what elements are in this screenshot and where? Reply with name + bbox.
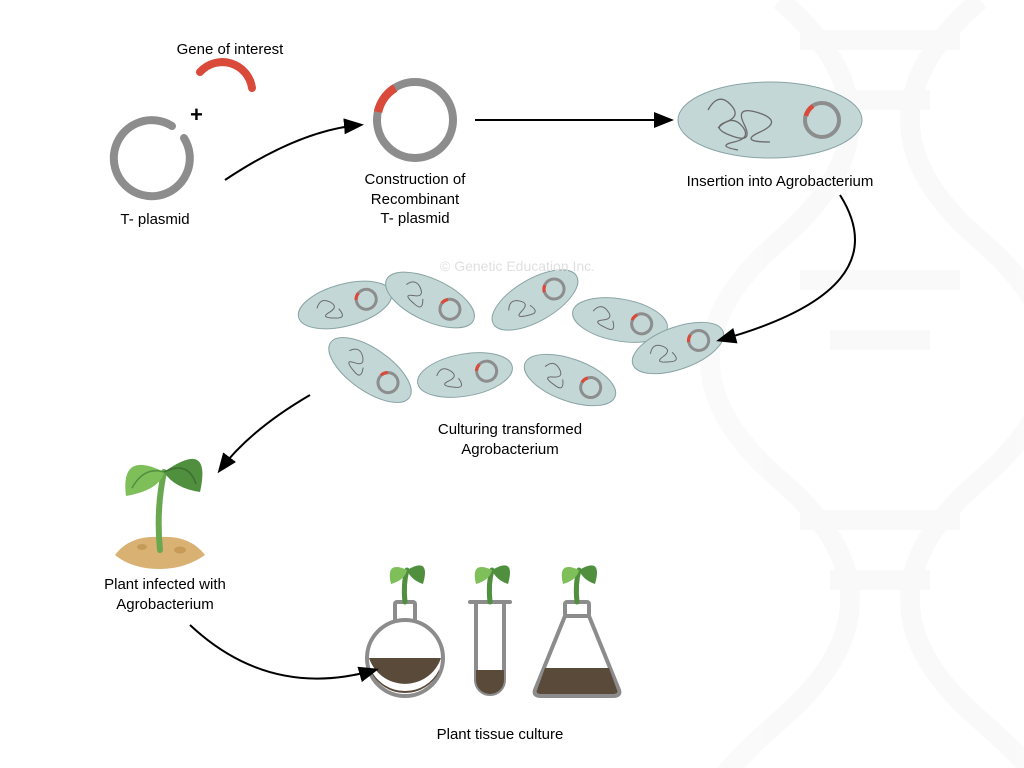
t-plasmid-label: T- plasmid: [110, 210, 200, 230]
gene-of-interest-label: Gene of interest: [160, 40, 300, 60]
diagram-canvas: +: [0, 0, 1024, 768]
agro-insertion-label: Insertion into Agrobacterium: [670, 172, 890, 192]
arrows-group: [190, 120, 855, 679]
agrobacterium-insertion-shape: [678, 82, 862, 158]
plant-infected-label: Plant infected with Agrobacterium: [85, 575, 245, 614]
recombinant-plasmid-shape: [377, 82, 453, 158]
t-plasmid-shape: [114, 120, 190, 196]
plus-symbol: +: [190, 102, 203, 127]
culturing-cluster-shape: [293, 258, 730, 416]
arrow-1: [225, 125, 360, 180]
gene-of-interest-shape: [200, 62, 252, 88]
arrow-5: [190, 625, 375, 679]
arrow-3: [720, 195, 855, 340]
tissue-culture-shape: [367, 565, 619, 696]
culturing-label: Culturing transformed Agrobacterium: [420, 420, 600, 459]
arrow-4: [220, 395, 310, 470]
tissue-culture-label: Plant tissue culture: [420, 725, 580, 745]
recombinant-plasmid-label: Construction of Recombinant T- plasmid: [345, 170, 485, 229]
plant-infected-shape: [115, 459, 205, 569]
diagram-svg: +: [0, 0, 1024, 768]
